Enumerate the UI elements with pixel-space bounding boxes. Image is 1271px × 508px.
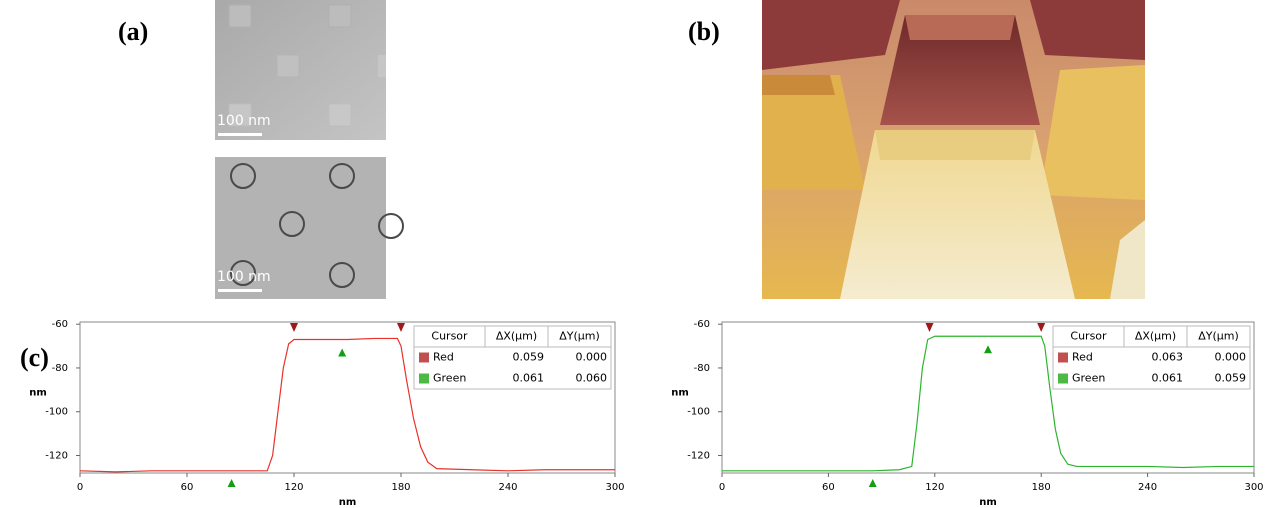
cursor-name: Green [433,372,466,385]
cursor-swatch [419,374,429,384]
cursor-marker [290,323,298,332]
cursor-name: Red [1072,351,1093,364]
cursor-marker [869,479,877,487]
x-tick-label: 240 [1138,482,1157,493]
cursor-name: Red [433,351,454,364]
panel-label: (b) [688,17,720,46]
table-header: ΔX(µm) [496,330,537,343]
table-header: Cursor [1070,330,1107,343]
cursor-marker [984,345,992,353]
table-header: ΔY(µm) [1198,330,1239,343]
afm-3d-image [762,0,1145,299]
y-tick-label: -100 [687,407,710,418]
y-tick-label: -80 [694,363,710,374]
x-tick-label: 60 [181,482,194,493]
cursor-marker [228,479,236,487]
panel-label: (a) [118,17,148,46]
x-tick-label: 240 [498,482,517,493]
figure: (a) (b) (c) 100 nm 100 nm -120-1 [0,0,1271,508]
cursor-swatch [1058,374,1068,384]
y-tick-label: -120 [687,450,710,461]
delta-y: 0.059 [1215,372,1247,385]
y-tick-label: -80 [52,363,68,374]
scale-bar-label: 100 nm [217,113,271,129]
x-axis-label: nm [979,497,997,508]
x-tick-label: 60 [822,482,835,493]
scale-bar-label: 100 nm [217,269,271,285]
y-axis-label: nm [29,388,47,399]
sem-image-squares: 100 nm [215,0,386,140]
x-tick-label: 300 [1244,482,1263,493]
x-tick-label: 0 [719,482,725,493]
cursor-name: Green [1072,372,1105,385]
delta-x: 0.059 [513,351,545,364]
y-tick-label: -120 [45,450,68,461]
cursor-marker [397,323,405,332]
cursor-swatch [1058,353,1068,363]
delta-y: 0.060 [576,372,608,385]
delta-y: 0.000 [1215,351,1247,364]
x-tick-label: 0 [77,482,83,493]
delta-y: 0.000 [576,351,608,364]
sem-image-circles: 100 nm [215,157,403,299]
panel-label: (c) [20,343,49,372]
x-axis-label: nm [339,497,357,508]
x-tick-label: 300 [605,482,624,493]
x-tick-label: 180 [391,482,410,493]
cursor-marker [1037,323,1045,332]
table-header: ΔX(µm) [1135,330,1176,343]
table-header: ΔY(µm) [559,330,600,343]
cursor-swatch [419,353,429,363]
cursor-marker [925,323,933,332]
y-axis-label: nm [671,388,689,399]
x-tick-label: 120 [925,482,944,493]
delta-x: 0.061 [1152,372,1184,385]
delta-x: 0.061 [513,372,545,385]
y-tick-label: -100 [45,407,68,418]
y-tick-label: -60 [694,319,710,330]
table-header: Cursor [431,330,468,343]
y-tick-label: -60 [52,319,68,330]
x-tick-label: 120 [284,482,303,493]
delta-x: 0.063 [1152,351,1184,364]
cursor-marker [338,349,346,357]
x-tick-label: 180 [1032,482,1051,493]
